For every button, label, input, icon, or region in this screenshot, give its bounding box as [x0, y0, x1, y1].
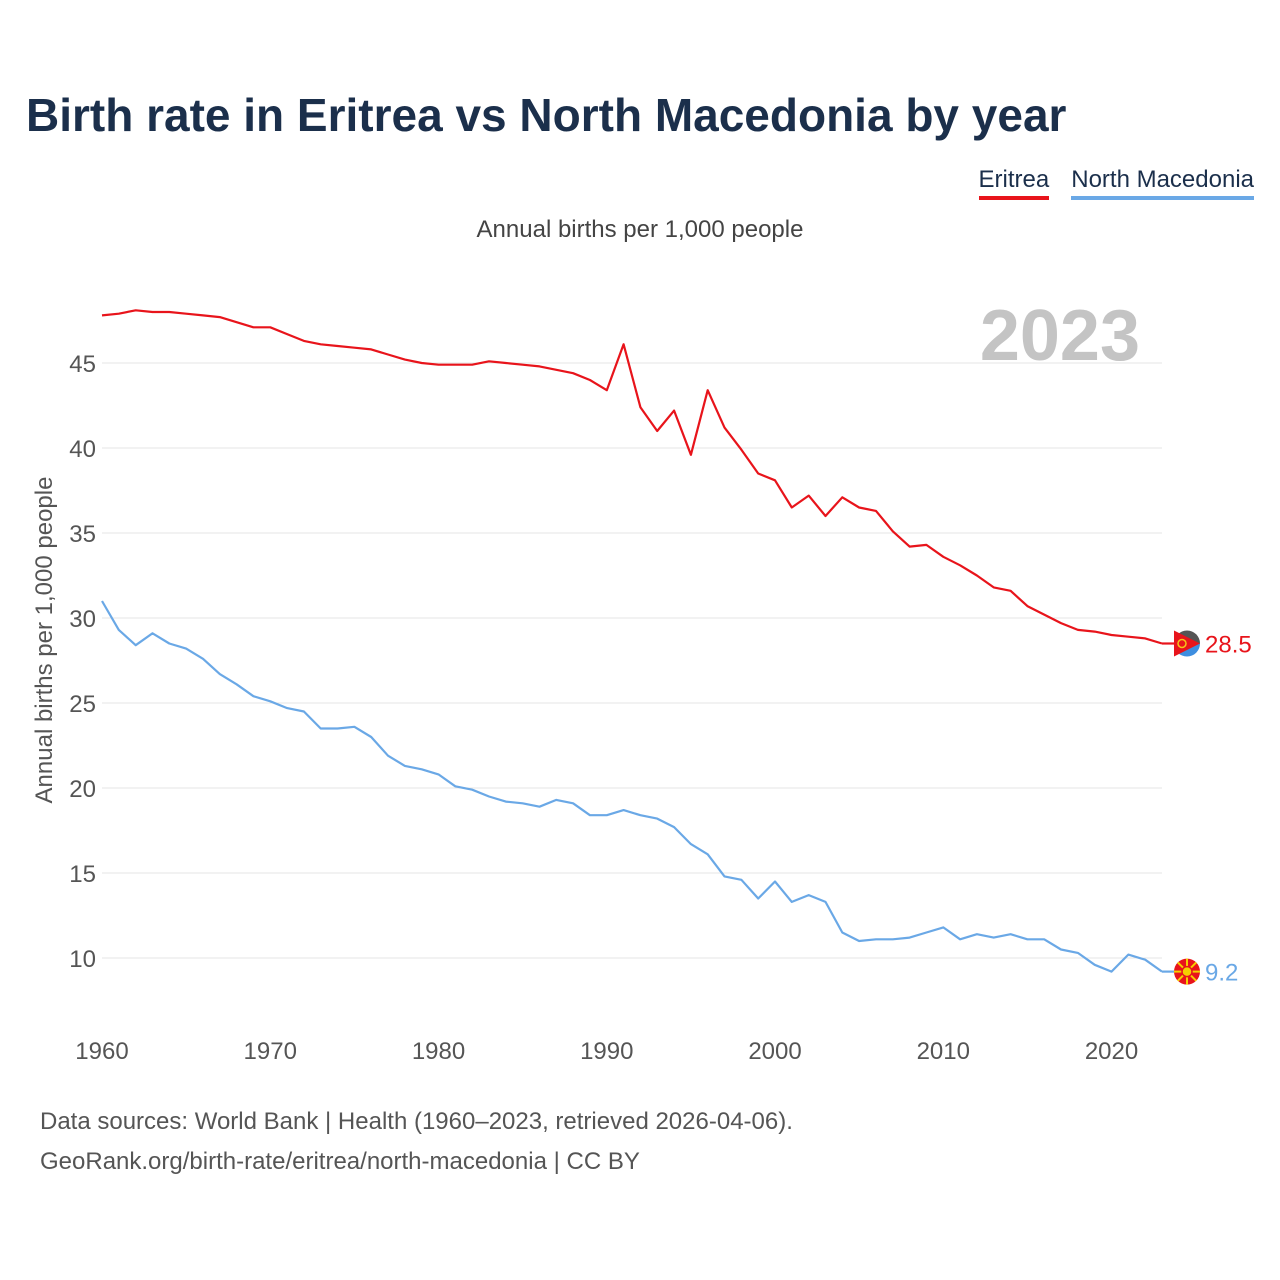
x-tick-label: 1960 — [75, 1038, 128, 1065]
y-tick-label: 30 — [69, 606, 96, 633]
x-tick-label: 2000 — [748, 1038, 801, 1065]
series-line-eritrea[interactable] — [101, 309, 1163, 645]
legend-item-eritrea[interactable]: Eritrea — [978, 166, 1050, 200]
year-watermark: 2023 — [980, 296, 1140, 376]
eritrea-flag-icon — [1174, 630, 1200, 657]
end-markers: 28.5 9.2 — [1162, 630, 1252, 987]
x-tick-label: 2020 — [1085, 1038, 1138, 1065]
y-tick-label: 10 — [69, 946, 96, 973]
x-axis-ticks: 1960 1970 1980 1990 2000 2010 2020 — [75, 1038, 1138, 1065]
x-tick-label: 2010 — [917, 1038, 970, 1065]
source-line-1: Data sources: World Bank | Health (1960–… — [40, 1108, 793, 1135]
y-tick-label: 15 — [69, 861, 96, 888]
end-value-label: 9.2 — [1205, 960, 1238, 987]
chart-title: Birth rate in Eritrea vs North Macedonia… — [26, 89, 1067, 141]
y-tick-label: 40 — [69, 436, 96, 463]
x-tick-label: 1980 — [412, 1038, 465, 1065]
y-axis-ticks: 10 15 20 25 30 35 40 45 — [69, 351, 96, 973]
y-tick-label: 35 — [69, 521, 96, 548]
legend-item-north-macedonia[interactable]: North Macedonia — [1071, 166, 1254, 200]
y-tick-label: 45 — [69, 351, 96, 378]
y-tick-label: 20 — [69, 776, 96, 803]
legend: Eritrea North Macedonia — [978, 166, 1254, 200]
end-value-label: 28.5 — [1205, 632, 1252, 659]
chart-subtitle: Annual births per 1,000 people — [476, 216, 804, 243]
series-line-north-macedonia[interactable] — [101, 600, 1163, 973]
y-axis-label: Annual births per 1,000 people — [31, 477, 58, 804]
gridlines — [102, 362, 1162, 959]
north-macedonia-flag-icon — [1174, 958, 1200, 985]
source-line-2[interactable]: GeoRank.org/birth-rate/eritrea/north-mac… — [40, 1148, 640, 1175]
series-lines — [101, 309, 1163, 973]
x-tick-label: 1970 — [244, 1038, 297, 1065]
y-tick-label: 25 — [69, 691, 96, 718]
line-chart: 2023 10 15 20 25 30 35 40 45 1960 1970 1980 1990 20… — [31, 296, 1252, 1065]
x-tick-label: 1990 — [580, 1038, 633, 1065]
